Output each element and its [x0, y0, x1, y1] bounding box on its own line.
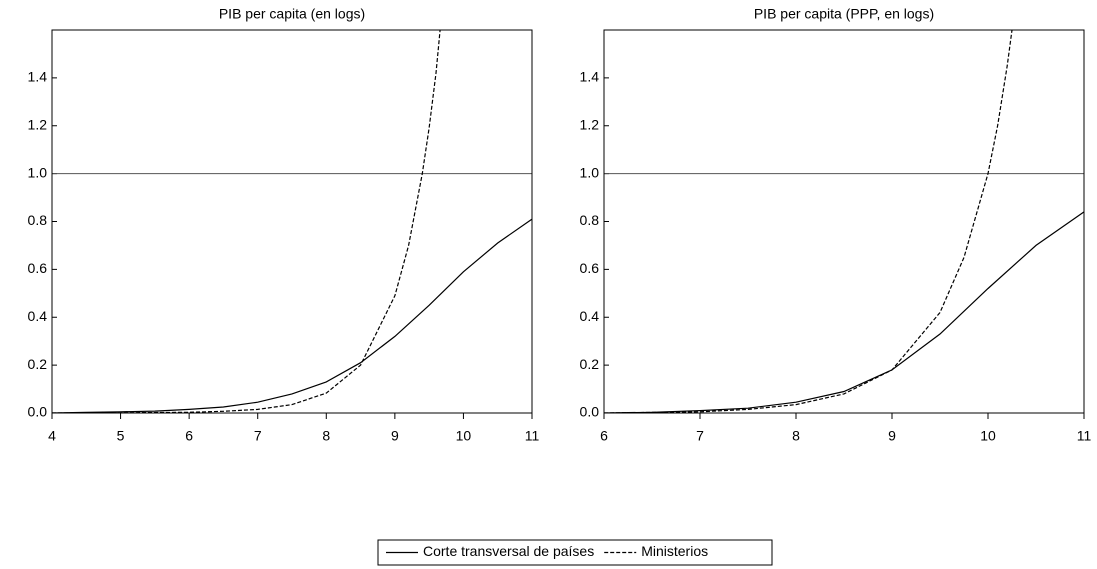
plot-frame — [603, 29, 1085, 414]
data-line — [52, 218, 532, 413]
chart-title: PIB per capita (PPP, en logs) — [754, 6, 934, 22]
y-tick-label: 0.8 — [580, 212, 600, 228]
plot-frame — [51, 29, 533, 414]
y-tick-label: 0.8 — [28, 212, 48, 228]
y-tick-label: 0.6 — [28, 260, 48, 276]
x-tick-label: 10 — [456, 428, 472, 444]
x-tick-label: 5 — [117, 428, 125, 444]
data-line — [604, 30, 1013, 413]
chart-title: PIB per capita (en logs) — [219, 6, 365, 22]
x-tick-label: 8 — [792, 428, 800, 444]
y-tick-label: 0.0 — [28, 404, 48, 420]
y-tick-label: 0.2 — [28, 356, 48, 372]
legend-box — [377, 539, 773, 566]
data-line — [604, 211, 1084, 413]
y-tick-label: 1.2 — [580, 116, 600, 132]
y-tick-label: 1.0 — [28, 164, 48, 180]
legend-label: Ministerios — [641, 543, 708, 559]
x-tick-label: 7 — [696, 428, 704, 444]
x-tick-label: 9 — [391, 428, 399, 444]
y-tick-label: 1.2 — [28, 116, 48, 132]
x-tick-label: 8 — [322, 428, 330, 444]
x-tick-label: 4 — [48, 428, 56, 444]
y-tick-label: 0.6 — [580, 260, 600, 276]
x-tick-label: 6 — [185, 428, 193, 444]
y-tick-label: 0.4 — [28, 308, 48, 324]
x-tick-label: 10 — [980, 428, 996, 444]
y-tick-label: 1.0 — [580, 164, 600, 180]
x-tick-label: 9 — [888, 428, 896, 444]
y-tick-label: 0.0 — [580, 404, 600, 420]
y-tick-label: 1.4 — [28, 69, 48, 85]
y-tick-label: 1.4 — [580, 69, 600, 85]
x-tick-label: 6 — [600, 428, 608, 444]
x-tick-label: 7 — [254, 428, 262, 444]
y-tick-label: 0.4 — [580, 308, 600, 324]
legend-label: Corte transversal de países — [423, 543, 594, 559]
x-tick-label: 11 — [525, 428, 540, 444]
y-tick-label: 0.2 — [580, 356, 600, 372]
data-line — [52, 30, 441, 413]
x-tick-label: 11 — [1077, 428, 1092, 444]
